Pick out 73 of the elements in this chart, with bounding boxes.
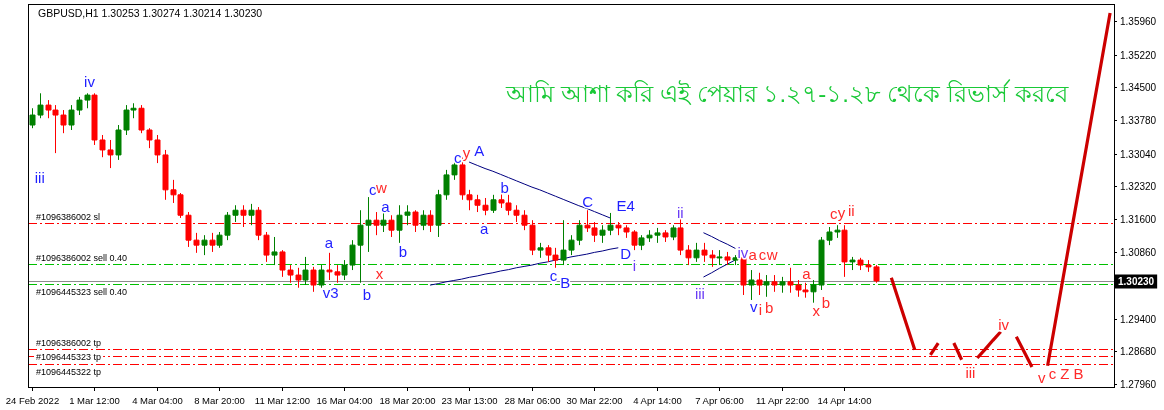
- wave-label: c: [549, 266, 558, 284]
- wave-label: b: [765, 299, 774, 317]
- wave-label: c Z B: [1048, 365, 1084, 383]
- ref-line-label: #1096445323 tp: [36, 351, 102, 362]
- x-tick-label: 23 Mar 13:00: [441, 394, 498, 406]
- wave-label: c: [369, 181, 377, 199]
- y-tick-label: 1.35960: [1120, 16, 1157, 27]
- wave-label: w: [376, 178, 387, 196]
- x-tick-label: 8 Mar 20:00: [194, 394, 245, 406]
- wave-label: ii: [677, 203, 684, 221]
- wave-label: a: [381, 197, 390, 215]
- x-tick-label: 16 Mar 04:00: [316, 394, 373, 406]
- x-tick-label: 1 Mar 12:00: [69, 394, 120, 406]
- wave-label: c: [758, 245, 767, 263]
- ref-line-label: #1096386002 tp: [36, 337, 102, 348]
- y-tick-label: 1.33040: [1120, 149, 1157, 160]
- wave-label: w: [766, 245, 778, 263]
- wave-label: b: [500, 178, 509, 196]
- ref-line-label: #1096386002 sell 0.40: [36, 252, 128, 263]
- wave-label: v: [1038, 368, 1046, 386]
- y-tick-label: 1.27960: [1120, 379, 1157, 390]
- wave-label: ii: [847, 202, 855, 220]
- ref-line-label: #1096386002 sl: [36, 211, 101, 222]
- x-tick-label: 14 Apr 14:00: [817, 394, 872, 406]
- x-tick-label: 24 Feb 2022: [5, 394, 60, 406]
- y-tick-label: 1.31600: [1120, 214, 1157, 225]
- wave-label: B: [560, 274, 571, 292]
- wave-label: x: [812, 302, 820, 320]
- wave-label: a: [479, 220, 489, 238]
- wave-label: c: [453, 148, 462, 166]
- wave-label: D: [620, 244, 632, 262]
- wave-label: i: [758, 300, 763, 318]
- wave-label: A: [474, 142, 485, 160]
- x-tick-label: 28 Mar 06:00: [504, 394, 561, 406]
- y-tick-label: 1.30860: [1120, 247, 1157, 258]
- wave-label: i: [632, 256, 637, 274]
- x-tick-label: 7 Apr 06:00: [695, 394, 744, 406]
- wave-label: a: [802, 264, 811, 282]
- wave-label: iii: [694, 285, 705, 303]
- ref-line-label: #1096445323 sell 0.40: [36, 286, 128, 297]
- x-tick-label: 11 Mar 12:00: [254, 394, 311, 406]
- wave-label: x: [375, 264, 384, 282]
- wave-label: v: [749, 298, 758, 316]
- wave-label: iv: [737, 244, 749, 262]
- ref-line-label: #1096445322 tp: [36, 366, 102, 377]
- wave-label: iii: [34, 168, 45, 186]
- wave-label: C: [582, 192, 593, 210]
- x-tick-label: 11 Apr 22:00: [755, 394, 810, 406]
- wave-label: E4: [616, 196, 635, 214]
- wave-label: iv: [84, 73, 95, 91]
- y-tick-label: 1.29400: [1120, 314, 1157, 325]
- x-tick-label: 4 Apr 14:00: [633, 394, 682, 406]
- x-tick-label: 4 Mar 04:00: [132, 394, 183, 406]
- y-tick-label: 1.28680: [1120, 346, 1157, 357]
- note: আমি আশা করি এই পেয়ার ১.২৭-১.২৮ থেকে রিভার্স করবে: [506, 79, 1068, 107]
- wave-label: v3: [322, 284, 339, 302]
- wave-label: iv: [998, 316, 1010, 334]
- y-tick-label: 1.35220: [1120, 50, 1157, 61]
- y-tick-label: 1.34500: [1120, 82, 1157, 93]
- y-tick-label: 1.33780: [1120, 115, 1157, 126]
- x-tick-label: 18 Mar 20:00: [379, 394, 436, 406]
- wave-label: a: [748, 245, 757, 263]
- wave-label: b: [362, 285, 372, 303]
- wave-label: b: [821, 294, 831, 312]
- wave-label: b: [398, 243, 408, 261]
- x-tick-label: 30 Mar 22:00: [566, 394, 623, 406]
- wave-label: y: [837, 203, 846, 221]
- wave-label: c: [829, 204, 838, 222]
- wave-label: a: [324, 234, 333, 252]
- y-tick-label: 1.32320: [1120, 181, 1157, 192]
- title: GBPUSD,H1 1.30253 1.30274 1.30214 1.30230: [38, 7, 263, 19]
- wave-label: iii: [965, 363, 976, 381]
- wave-label: y: [462, 143, 471, 161]
